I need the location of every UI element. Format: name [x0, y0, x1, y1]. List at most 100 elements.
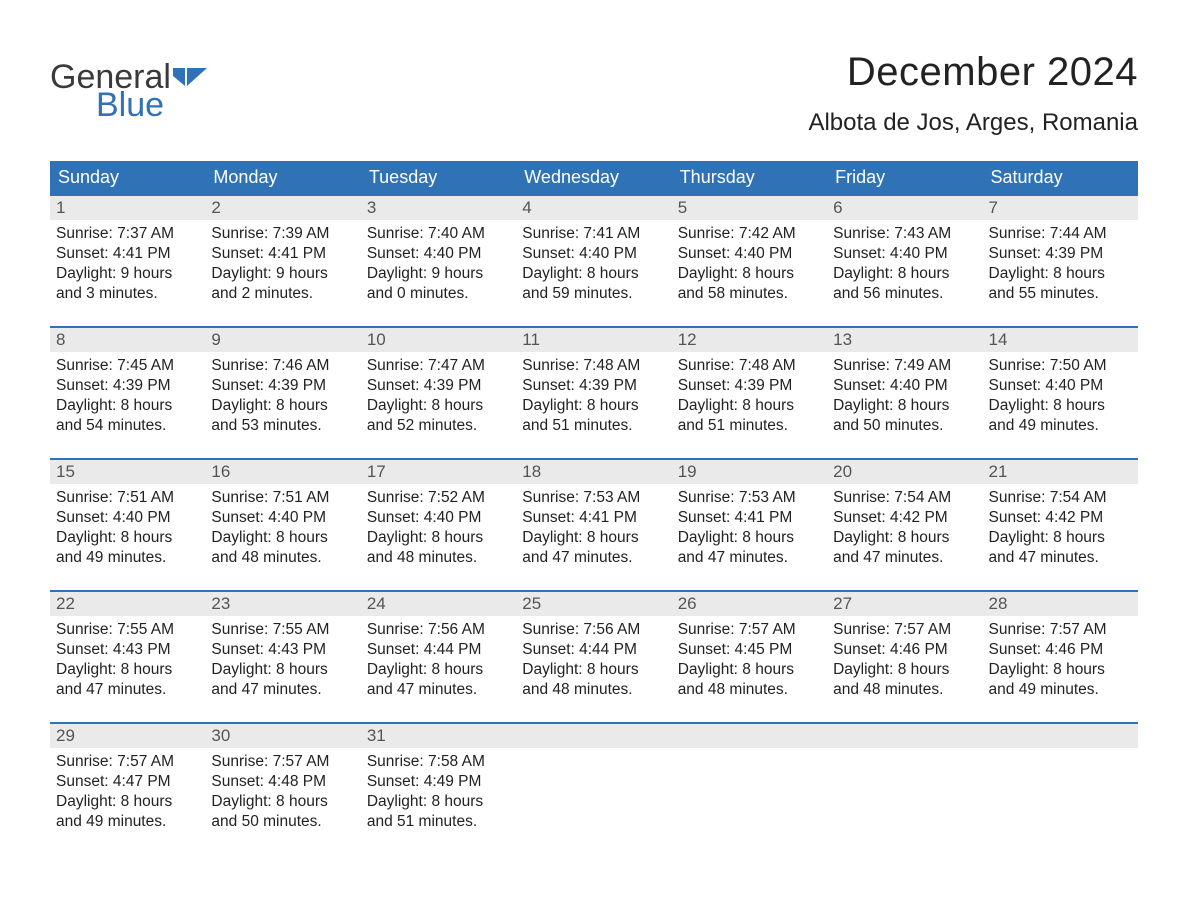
day-details: Sunrise: 7:57 AMSunset: 4:46 PMDaylight:… [983, 616, 1138, 709]
day-number: 7 [983, 196, 1138, 220]
day-details: Sunrise: 7:41 AMSunset: 4:40 PMDaylight:… [516, 220, 671, 313]
sunrise-line: Sunrise: 7:42 AM [678, 224, 821, 244]
calendar-day: 12Sunrise: 7:48 AMSunset: 4:39 PMDayligh… [672, 328, 827, 458]
calendar-day: 4Sunrise: 7:41 AMSunset: 4:40 PMDaylight… [516, 196, 671, 326]
daylight-line-1: Daylight: 8 hours [211, 396, 354, 416]
daylight-line-1: Daylight: 8 hours [367, 660, 510, 680]
sunrise-line: Sunrise: 7:57 AM [833, 620, 976, 640]
day-details: Sunrise: 7:39 AMSunset: 4:41 PMDaylight:… [205, 220, 360, 313]
daylight-line-2: and 49 minutes. [989, 416, 1132, 436]
day-details: Sunrise: 7:45 AMSunset: 4:39 PMDaylight:… [50, 352, 205, 445]
daylight-line-1: Daylight: 8 hours [678, 396, 821, 416]
location-text: Albota de Jos, Arges, Romania [808, 109, 1138, 137]
calendar-day: 11Sunrise: 7:48 AMSunset: 4:39 PMDayligh… [516, 328, 671, 458]
day-number: 5 [672, 196, 827, 220]
day-number [827, 724, 982, 748]
daylight-line-2: and 48 minutes. [522, 680, 665, 700]
sunset-line: Sunset: 4:46 PM [833, 640, 976, 660]
sunset-line: Sunset: 4:42 PM [833, 508, 976, 528]
calendar-day [516, 724, 671, 854]
sunset-line: Sunset: 4:40 PM [989, 376, 1132, 396]
day-details: Sunrise: 7:51 AMSunset: 4:40 PMDaylight:… [50, 484, 205, 577]
day-details: Sunrise: 7:49 AMSunset: 4:40 PMDaylight:… [827, 352, 982, 445]
weekday-header-row: SundayMondayTuesdayWednesdayThursdayFrid… [50, 161, 1138, 194]
calendar-week: 8Sunrise: 7:45 AMSunset: 4:39 PMDaylight… [50, 326, 1138, 458]
daylight-line-1: Daylight: 8 hours [211, 528, 354, 548]
calendar-day: 18Sunrise: 7:53 AMSunset: 4:41 PMDayligh… [516, 460, 671, 590]
calendar-day: 14Sunrise: 7:50 AMSunset: 4:40 PMDayligh… [983, 328, 1138, 458]
daylight-line-1: Daylight: 8 hours [522, 396, 665, 416]
sunset-line: Sunset: 4:40 PM [211, 508, 354, 528]
day-number: 9 [205, 328, 360, 352]
sunrise-line: Sunrise: 7:40 AM [367, 224, 510, 244]
daylight-line-2: and 53 minutes. [211, 416, 354, 436]
daylight-line-1: Daylight: 8 hours [56, 528, 199, 548]
sunrise-line: Sunrise: 7:55 AM [211, 620, 354, 640]
day-details: Sunrise: 7:57 AMSunset: 4:46 PMDaylight:… [827, 616, 982, 709]
calendar-day: 15Sunrise: 7:51 AMSunset: 4:40 PMDayligh… [50, 460, 205, 590]
sunset-line: Sunset: 4:43 PM [56, 640, 199, 660]
day-details: Sunrise: 7:57 AMSunset: 4:48 PMDaylight:… [205, 748, 360, 841]
day-details: Sunrise: 7:46 AMSunset: 4:39 PMDaylight:… [205, 352, 360, 445]
daylight-line-2: and 2 minutes. [211, 284, 354, 304]
daylight-line-2: and 51 minutes. [522, 416, 665, 436]
daylight-line-2: and 49 minutes. [56, 548, 199, 568]
sunrise-line: Sunrise: 7:50 AM [989, 356, 1132, 376]
day-details: Sunrise: 7:55 AMSunset: 4:43 PMDaylight:… [50, 616, 205, 709]
sunset-line: Sunset: 4:44 PM [367, 640, 510, 660]
day-number: 23 [205, 592, 360, 616]
calendar-day: 3Sunrise: 7:40 AMSunset: 4:40 PMDaylight… [361, 196, 516, 326]
day-number [983, 724, 1138, 748]
daylight-line-1: Daylight: 8 hours [367, 396, 510, 416]
calendar-day: 23Sunrise: 7:55 AMSunset: 4:43 PMDayligh… [205, 592, 360, 722]
calendar-day: 30Sunrise: 7:57 AMSunset: 4:48 PMDayligh… [205, 724, 360, 854]
sunset-line: Sunset: 4:41 PM [211, 244, 354, 264]
calendar-week: 22Sunrise: 7:55 AMSunset: 4:43 PMDayligh… [50, 590, 1138, 722]
day-details: Sunrise: 7:56 AMSunset: 4:44 PMDaylight:… [361, 616, 516, 709]
day-details: Sunrise: 7:53 AMSunset: 4:41 PMDaylight:… [516, 484, 671, 577]
sunset-line: Sunset: 4:40 PM [833, 244, 976, 264]
day-number: 16 [205, 460, 360, 484]
weekday-header: Monday [205, 161, 360, 194]
daylight-line-1: Daylight: 9 hours [56, 264, 199, 284]
calendar: SundayMondayTuesdayWednesdayThursdayFrid… [50, 161, 1138, 854]
day-number: 22 [50, 592, 205, 616]
calendar-day: 19Sunrise: 7:53 AMSunset: 4:41 PMDayligh… [672, 460, 827, 590]
day-number: 18 [516, 460, 671, 484]
daylight-line-1: Daylight: 8 hours [56, 396, 199, 416]
day-number: 3 [361, 196, 516, 220]
daylight-line-2: and 50 minutes. [833, 416, 976, 436]
daylight-line-2: and 48 minutes. [678, 680, 821, 700]
day-number: 25 [516, 592, 671, 616]
sunrise-line: Sunrise: 7:56 AM [522, 620, 665, 640]
calendar-week: 15Sunrise: 7:51 AMSunset: 4:40 PMDayligh… [50, 458, 1138, 590]
daylight-line-1: Daylight: 8 hours [989, 660, 1132, 680]
sunrise-line: Sunrise: 7:51 AM [211, 488, 354, 508]
day-details: Sunrise: 7:50 AMSunset: 4:40 PMDaylight:… [983, 352, 1138, 445]
daylight-line-2: and 58 minutes. [678, 284, 821, 304]
calendar-day: 21Sunrise: 7:54 AMSunset: 4:42 PMDayligh… [983, 460, 1138, 590]
calendar-day [672, 724, 827, 854]
daylight-line-2: and 47 minutes. [56, 680, 199, 700]
day-number: 15 [50, 460, 205, 484]
day-number: 27 [827, 592, 982, 616]
day-number: 24 [361, 592, 516, 616]
sunrise-line: Sunrise: 7:57 AM [211, 752, 354, 772]
sunrise-line: Sunrise: 7:57 AM [678, 620, 821, 640]
day-details: Sunrise: 7:43 AMSunset: 4:40 PMDaylight:… [827, 220, 982, 313]
day-number: 30 [205, 724, 360, 748]
day-details: Sunrise: 7:47 AMSunset: 4:39 PMDaylight:… [361, 352, 516, 445]
sunrise-line: Sunrise: 7:54 AM [989, 488, 1132, 508]
daylight-line-2: and 47 minutes. [833, 548, 976, 568]
calendar-day: 13Sunrise: 7:49 AMSunset: 4:40 PMDayligh… [827, 328, 982, 458]
day-number: 8 [50, 328, 205, 352]
day-details: Sunrise: 7:55 AMSunset: 4:43 PMDaylight:… [205, 616, 360, 709]
daylight-line-1: Daylight: 8 hours [989, 528, 1132, 548]
sunset-line: Sunset: 4:39 PM [678, 376, 821, 396]
daylight-line-2: and 54 minutes. [56, 416, 199, 436]
daylight-line-2: and 56 minutes. [833, 284, 976, 304]
sunset-line: Sunset: 4:39 PM [56, 376, 199, 396]
daylight-line-2: and 59 minutes. [522, 284, 665, 304]
sunrise-line: Sunrise: 7:53 AM [678, 488, 821, 508]
calendar-day: 28Sunrise: 7:57 AMSunset: 4:46 PMDayligh… [983, 592, 1138, 722]
